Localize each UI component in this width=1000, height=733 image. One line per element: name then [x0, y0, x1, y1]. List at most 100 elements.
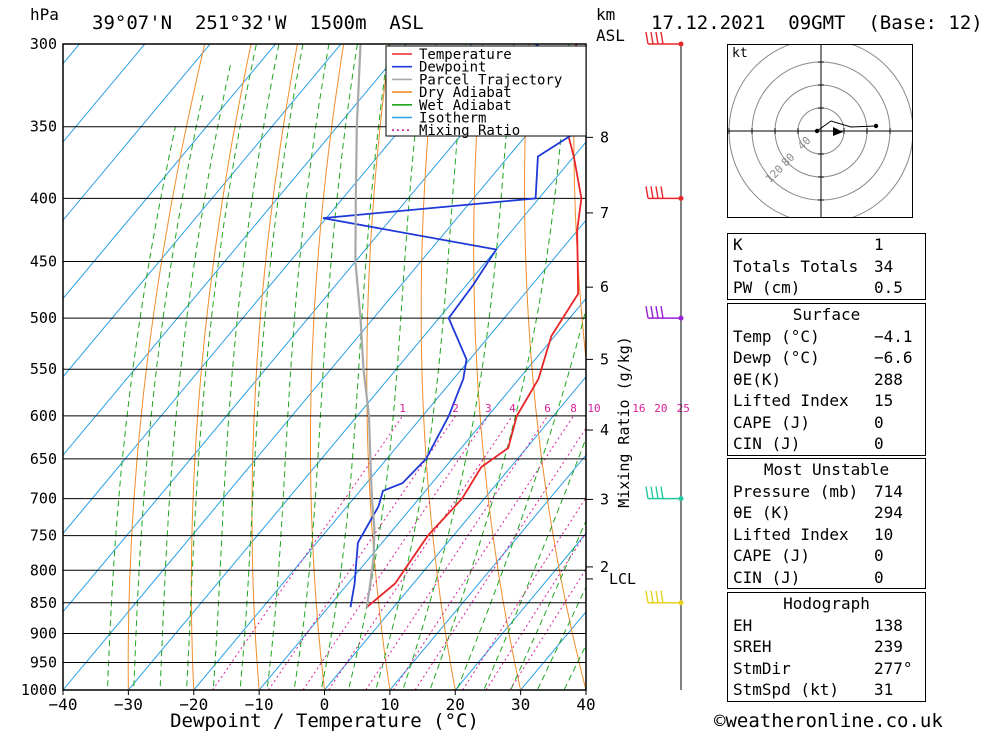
mixing-ratio-label: 20	[654, 402, 667, 415]
wind-barb-flag	[655, 31, 659, 45]
row-value: 294	[874, 503, 903, 522]
mixing-ratio-label: 3	[485, 402, 492, 415]
row-value: 0	[874, 546, 884, 565]
dry-adiabat-line	[127, 44, 206, 690]
wind-barb-flag	[655, 590, 659, 603]
row-value: −6.6	[874, 348, 913, 367]
wet-adiabat-line	[212, 44, 280, 690]
table-row: PW (cm) 0.5	[728, 277, 925, 299]
wind-barb-flag	[655, 305, 659, 319]
km-tick-label: 8	[600, 128, 609, 146]
wet-adiabat-line	[536, 585, 586, 690]
table-row: CIN (J) 0	[728, 567, 925, 589]
hodograph-ring-label: 120	[763, 162, 786, 185]
row-value: 0	[874, 412, 884, 432]
row-value: 10	[874, 524, 894, 544]
legend-label: Wet Adiabat	[419, 98, 512, 114]
row-label: Temp (°C)	[733, 326, 820, 346]
pressure-tick-label: 900	[30, 624, 57, 642]
pressure-tick-label: 450	[30, 253, 57, 271]
temperature-tick-label: −20	[179, 695, 208, 714]
row-label: EH	[733, 615, 753, 635]
legend-label: Parcel Trajectory	[419, 72, 562, 88]
wind-profile	[645, 31, 684, 690]
wind-barb-flag	[650, 31, 654, 45]
hodograph: 40 80 120 kt	[727, 44, 913, 218]
wet-adiabat-line	[159, 61, 232, 690]
mixing-ratio-line	[509, 568, 586, 690]
row-value: 34	[874, 256, 894, 276]
pressure-tick-label: 1000	[21, 681, 57, 699]
temperature-tick-label: 30	[511, 695, 530, 714]
row-label: θE (K)	[733, 503, 791, 522]
table-row: θE (K) 294	[728, 502, 925, 524]
table-row: Totals Totals 34	[728, 256, 925, 278]
row-value: 288	[874, 369, 903, 389]
wind-barb-flag	[645, 590, 649, 603]
pressure-tick-label: 300	[30, 35, 57, 53]
dry-adiabat-line	[573, 44, 586, 363]
row-label: Lifted Index	[733, 391, 849, 410]
wind-barb-flag	[645, 486, 649, 499]
hodograph-unit: kt	[732, 46, 748, 61]
mixing-ratio-label: 4	[509, 402, 516, 415]
legend-label: Dewpoint	[419, 60, 486, 76]
row-value: 0	[874, 434, 884, 453]
wind-barb-flag	[650, 186, 654, 199]
isotherm-line	[63, 44, 81, 65]
isotherm-line	[63, 44, 211, 222]
wet-adiabat-line	[133, 94, 204, 690]
row-label: PW (cm)	[733, 278, 801, 297]
mixing-ratio-line	[302, 415, 489, 690]
dry-adiabat-line	[190, 44, 252, 690]
row-value: 1	[874, 235, 884, 254]
row-label: Totals Totals	[733, 256, 859, 276]
row-label: CIN (J)	[733, 434, 801, 453]
table-title-text: Hodograph	[783, 594, 870, 613]
km-tick-label: 7	[600, 204, 609, 222]
table-title: Most Unstable	[728, 459, 925, 481]
temperature-tick-label: 0	[320, 695, 330, 714]
wet-adiabat-line	[266, 44, 330, 690]
table-title: Surface	[728, 304, 925, 326]
datetime-title: 17.12.2021 09GMT (Base: 12)	[651, 12, 983, 34]
table-row: Pressure (mb) 714	[728, 481, 925, 503]
hodograph-trace	[816, 120, 877, 132]
pressure-unit-label: hPa	[30, 5, 59, 24]
pressure-tick-label: 750	[30, 527, 57, 545]
wind-barb-flag	[660, 305, 664, 319]
row-value: 277°	[874, 658, 913, 678]
pressure-tick-label: 600	[30, 407, 57, 425]
mixing-ratio-label: 16	[632, 402, 645, 415]
km-tick-label: 2	[600, 558, 609, 576]
row-label: StmDir	[733, 658, 791, 678]
km-label: km	[596, 5, 616, 24]
wind-barb-flag	[650, 486, 654, 499]
row-value: 239	[874, 637, 903, 656]
surface-table: Surface Temp (°C) −4.1 Dewp (°C) −6.6 θE(K) 28…	[727, 303, 926, 456]
table-row: Temp (°C) −4.1	[728, 326, 925, 348]
table-row: CIN (J) 0	[728, 433, 925, 455]
x-axis-label: Dewpoint / Temperature (°C)	[170, 710, 479, 732]
row-label: Lifted Index	[733, 524, 849, 544]
storm-motion-marker	[833, 127, 843, 136]
table-row: CAPE (J) 0	[728, 412, 925, 434]
pressure-tick-label: 950	[30, 653, 57, 671]
wind-barb-flag	[650, 305, 654, 319]
table-row: Lifted Index 10	[728, 524, 925, 546]
table-row: θE(K) 288	[728, 369, 925, 391]
pressure-tick-label: 500	[30, 309, 57, 327]
location-title: 39°07'N 251°32'W 1500m ASL	[92, 12, 424, 34]
temperature-tick-label: −30	[114, 695, 143, 714]
km-tick-label: 6	[600, 278, 609, 296]
legend-label: Isotherm	[419, 111, 486, 127]
table-row: StmDir 277°	[728, 658, 925, 680]
lcl-label: LCL	[609, 570, 636, 588]
pressure-tick-label: 700	[30, 490, 57, 508]
pressure-tick-label: 550	[30, 360, 57, 378]
isotherm-line	[258, 297, 586, 690]
temperature-tick-label: −10	[245, 695, 274, 714]
